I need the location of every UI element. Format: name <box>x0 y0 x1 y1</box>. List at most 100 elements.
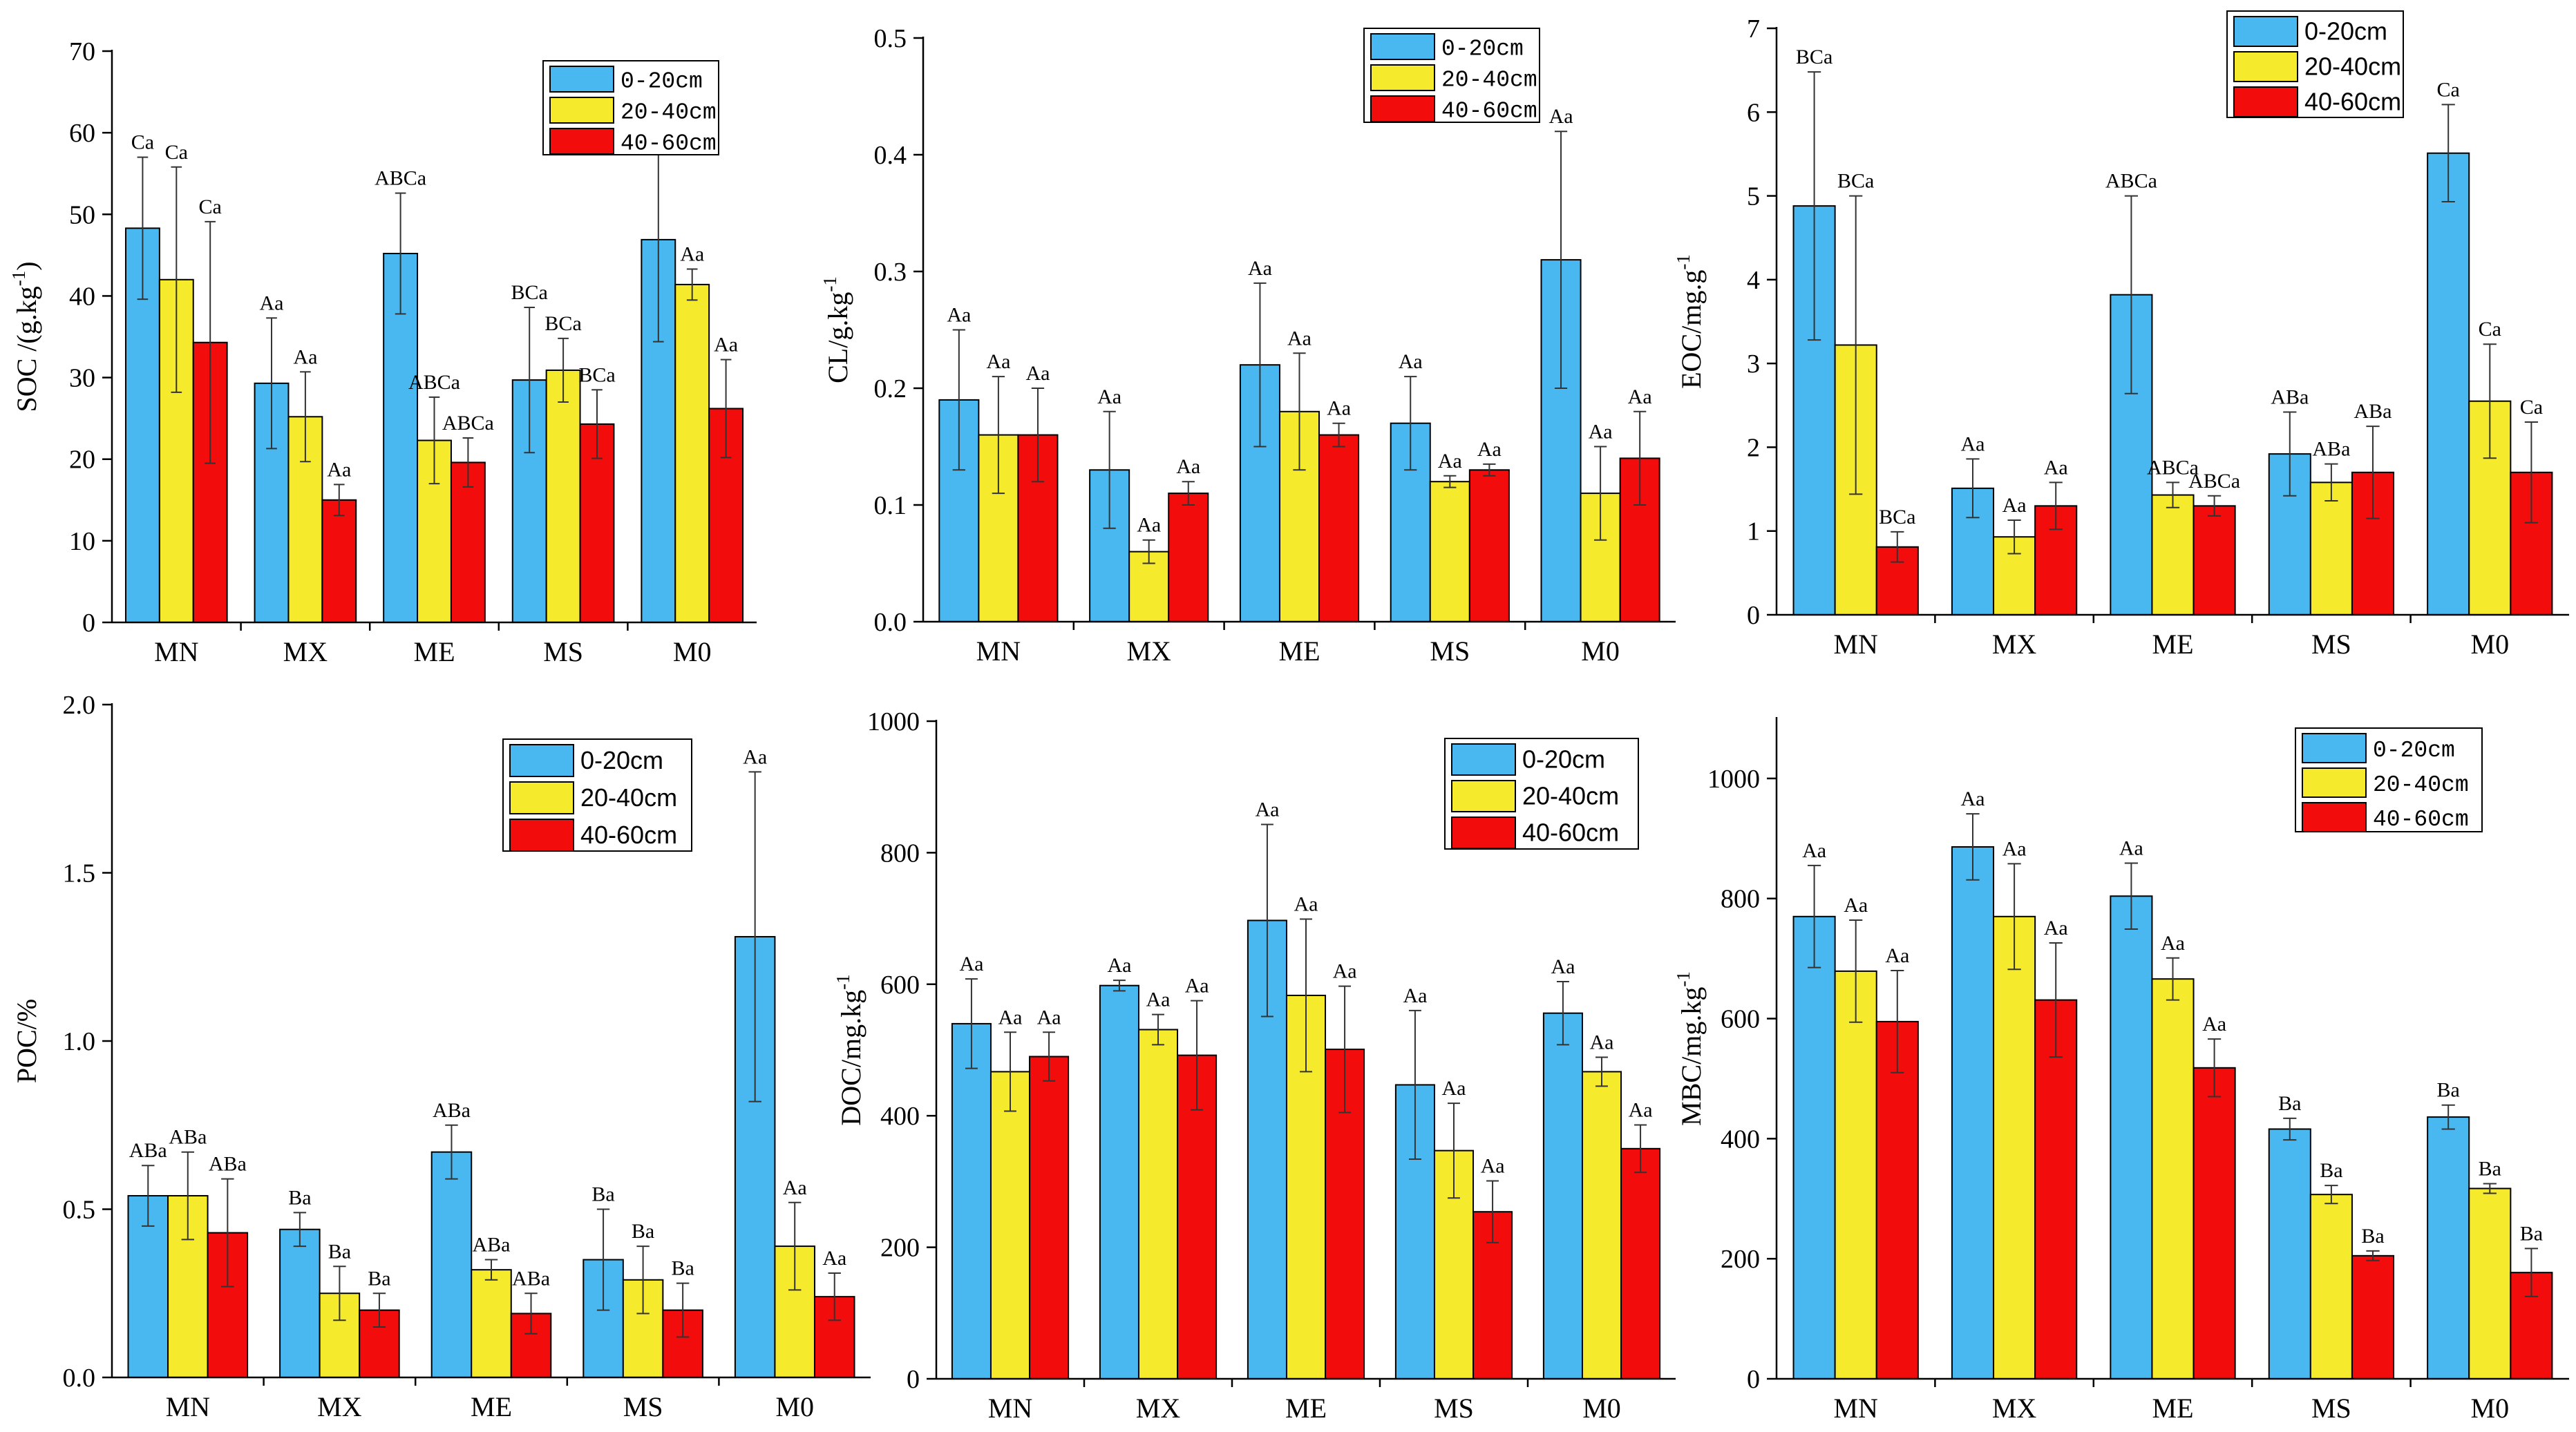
legend-swatch-20-40cm <box>1451 780 1516 812</box>
significance-label: ABCa <box>442 412 494 435</box>
error-bar <box>1031 388 1045 483</box>
significance-label: Aa <box>1403 984 1427 1007</box>
y-tick-label: 800 <box>880 839 920 868</box>
error-bar <box>181 1151 195 1241</box>
error-bar <box>2366 1250 2380 1261</box>
x-tick-label-mx: MX <box>283 636 328 667</box>
legend: 0-20cm 20-40cm 40-60cm <box>502 738 692 852</box>
y-tick-label: 1000 <box>1707 765 1760 794</box>
error-bar <box>1595 1056 1608 1087</box>
error-bar <box>1004 1031 1016 1112</box>
significance-label: Ba <box>2520 1222 2543 1245</box>
error-bar <box>1253 282 1267 448</box>
y-tick-label: 0.5 <box>63 1196 96 1225</box>
x-tick-label-me: ME <box>2152 1393 2194 1424</box>
y-tick-label: 2 <box>1747 433 1760 462</box>
bar-m0-20-40cm <box>2468 1187 2512 1380</box>
significance-label: BCa <box>511 281 548 304</box>
significance-label: Aa <box>1442 1077 1466 1100</box>
x-tick-label-ms: MS <box>2311 629 2351 660</box>
significance-label: Aa <box>1025 362 1050 385</box>
error-bar <box>720 359 732 459</box>
error-bar <box>445 1124 458 1180</box>
error-bar <box>2124 195 2139 394</box>
y-tick-label: 0 <box>82 609 95 638</box>
series-20-40cm: Aa Aa Aa Aa Aa <box>978 327 1621 623</box>
x-tick-label-m0: M0 <box>673 636 712 667</box>
significance-label: Aa <box>1255 798 1279 821</box>
error-bar <box>2049 481 2063 531</box>
legend: 0-20cm 20-40cm 40-60cm <box>1363 28 1540 124</box>
series-40-60cm: Aa Aa Aa Aa Aa <box>1017 362 1660 623</box>
bar-ms-20-40cm <box>1429 481 1470 623</box>
error-bar <box>1152 1013 1164 1046</box>
error-bar <box>1260 823 1273 1018</box>
legend-swatch-40-60cm <box>1451 817 1516 849</box>
y-tick-label: 2.0 <box>63 691 96 720</box>
series-0-20cm: BCa Aa ABCa ABa Ca <box>1792 46 2470 616</box>
significance-label: Aa <box>1961 787 1985 810</box>
bar-ms-20-40cm <box>2309 1194 2353 1380</box>
error-bar <box>1486 1180 1499 1243</box>
significance-label: Aa <box>783 1176 807 1199</box>
error-bar <box>2007 863 2021 971</box>
bar-mx-0-20cm <box>1099 984 1139 1380</box>
y-axis-label: CL/g.kg-1 <box>820 276 853 383</box>
significance-label: ABa <box>129 1139 167 1162</box>
error-bar <box>2124 862 2139 930</box>
legend-label-20-40cm: 20-40cm <box>580 783 677 812</box>
error-bar <box>1891 970 1904 1073</box>
significance-label: ABCa <box>375 167 426 190</box>
series-20-40cm: Ca Aa ABCa BCa Aa <box>158 141 710 624</box>
significance-label: Aa <box>1287 327 1311 350</box>
error-bar <box>748 771 761 1102</box>
error-bar <box>2283 1117 2297 1141</box>
legend-swatch-20-40cm <box>509 781 574 814</box>
error-bar <box>1633 410 1647 506</box>
legend-label-40-60cm: 40-60cm <box>580 821 677 849</box>
y-tick-label: 0.0 <box>63 1364 96 1393</box>
y-tick-label: 1.5 <box>63 859 96 888</box>
legend-swatch-0-20cm <box>549 66 614 93</box>
y-tick-label: 60 <box>69 119 95 148</box>
significance-label: ABa <box>2354 400 2392 423</box>
significance-label: ABCa <box>2188 470 2240 493</box>
series-20-40cm: Aa Aa Aa Ba Ba <box>1834 837 2512 1380</box>
series-20-40cm: ABa Ba ABa Ba Aa <box>167 1126 815 1379</box>
x-tick-label-mn: MN <box>1833 1393 1877 1424</box>
x-tick-label-m0: M0 <box>1581 636 1620 667</box>
bar-me-20-40cm <box>2151 978 2195 1380</box>
bar-mn-20-40cm <box>989 1071 1031 1380</box>
significance-label: Aa <box>1327 397 1351 420</box>
bar-ms-40-60cm <box>2351 1254 2395 1380</box>
x-tick-label-me: ME <box>1285 1393 1327 1424</box>
error-bar <box>1112 980 1126 992</box>
significance-label: Ba <box>632 1220 654 1243</box>
y-tick-label: 20 <box>69 446 95 475</box>
significance-label: Aa <box>822 1247 846 1270</box>
significance-label: Ba <box>2437 1079 2460 1102</box>
significance-label: Aa <box>2044 917 2068 939</box>
significance-label: BCa <box>1879 506 1915 528</box>
bar-me-40-60cm <box>1318 434 1360 622</box>
significance-label: ABa <box>512 1267 550 1290</box>
significance-label: Aa <box>1549 105 1573 128</box>
significance-label: ABCa <box>408 371 460 394</box>
error-bar <box>524 1292 538 1335</box>
bar-mn-0-20cm <box>951 1022 992 1380</box>
error-bar <box>266 317 277 450</box>
bar-mn-0-20cm <box>1792 915 1836 1380</box>
y-tick-label: 0 <box>907 1365 920 1394</box>
legend-swatch-0-20cm <box>1370 33 1435 60</box>
bar-m0-40-60cm <box>1620 1147 1661 1380</box>
y-tick-label: 50 <box>69 200 95 229</box>
error-bar <box>1634 1124 1647 1174</box>
legend-label-0-20cm: 0-20cm <box>1441 37 1524 62</box>
x-tick-label-mx: MX <box>1126 636 1171 667</box>
error-bar <box>596 1208 610 1311</box>
y-tick-label: 0.0 <box>874 608 907 637</box>
significance-label: Aa <box>1333 960 1357 983</box>
error-bar <box>2524 1248 2539 1297</box>
significance-label: Ba <box>2361 1225 2384 1248</box>
y-tick-label: 800 <box>1721 885 1760 914</box>
